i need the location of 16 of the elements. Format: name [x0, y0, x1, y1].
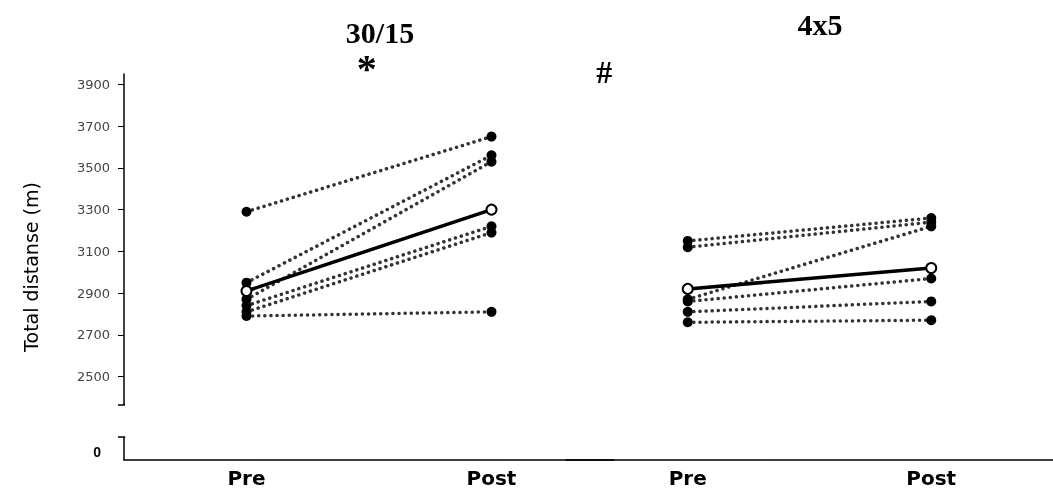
text: 0: [93, 444, 102, 460]
y-tick-label: 2500: [76, 369, 110, 385]
y-tick-label: 2700: [76, 327, 110, 343]
x-tick-label: Post: [466, 466, 517, 490]
x-tick-label: Pre: [668, 466, 707, 490]
y-tick-label: 3700: [76, 118, 110, 134]
x-tick-label: Post: [906, 466, 957, 490]
y-tick-label: 2900: [76, 285, 110, 301]
y-tick-label: 3900: [76, 76, 110, 92]
annotation: #: [596, 54, 613, 90]
y-tick-label: 3300: [76, 202, 110, 218]
y-tick-label: 3500: [76, 160, 110, 176]
chart-title: 4x5: [797, 7, 843, 41]
y-tick-label: 3100: [76, 243, 110, 259]
x-tick-label: Pre: [227, 466, 266, 490]
y-axis-title: Total distanse (m): [19, 182, 42, 353]
